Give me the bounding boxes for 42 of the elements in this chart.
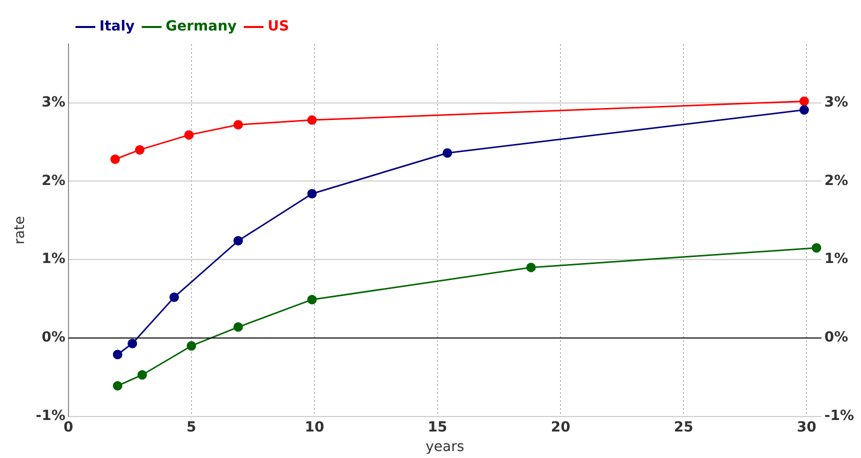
point [186, 341, 196, 351]
x-tick-label: 10 [304, 419, 324, 436]
y2-tick-label: 1% [824, 251, 848, 268]
y2-tick-label: 2% [824, 172, 848, 189]
y2-tick-label: 3% [824, 94, 848, 110]
x-tick-label: 0 [64, 419, 74, 436]
y-tick-label: 1% [42, 251, 66, 268]
point [233, 322, 243, 332]
y2-tick-label: 0% [824, 330, 848, 346]
point [184, 130, 194, 140]
point [526, 262, 536, 272]
point [442, 148, 452, 158]
y-tick-label: 3% [42, 94, 66, 110]
point [307, 188, 317, 198]
y-tick-label: -1% [36, 408, 66, 424]
point [169, 292, 179, 302]
x-axis-title: years [426, 439, 464, 456]
point [799, 96, 809, 106]
x-tick-label: 20 [550, 419, 571, 436]
y-tick-label: 0% [42, 330, 66, 346]
point [812, 243, 822, 253]
y-tick-label: 2% [42, 172, 66, 189]
point [112, 350, 122, 360]
legend-label: US [268, 18, 290, 35]
point [112, 381, 122, 391]
x-tick-label: 5 [186, 419, 196, 436]
legend-label: Italy [99, 18, 135, 35]
point [307, 294, 317, 304]
point [233, 120, 243, 130]
x-tick-label: 30 [796, 419, 817, 436]
point [799, 105, 809, 115]
x-tick-label: 25 [674, 419, 694, 436]
point [128, 338, 138, 348]
point [307, 115, 317, 125]
y2-tick-label: -1% [824, 408, 854, 424]
point [110, 154, 120, 164]
point [137, 370, 147, 380]
point [233, 236, 243, 246]
point [134, 145, 144, 155]
legend-label: Germany [166, 18, 237, 35]
x-tick-label: 15 [428, 419, 448, 436]
y-axis-title: rate [12, 216, 28, 244]
